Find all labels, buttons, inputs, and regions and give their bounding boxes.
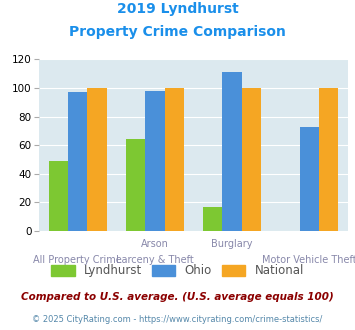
Text: Motor Vehicle Theft: Motor Vehicle Theft [262, 255, 355, 265]
Text: Arson: Arson [141, 239, 169, 249]
Bar [203, 207, 223, 231]
Bar [300, 127, 319, 231]
Bar [223, 72, 242, 231]
Text: 2019 Lyndhurst: 2019 Lyndhurst [117, 2, 238, 16]
Text: © 2025 CityRating.com - https://www.cityrating.com/crime-statistics/: © 2025 CityRating.com - https://www.city… [32, 315, 323, 324]
Bar [145, 91, 164, 231]
Bar [164, 88, 184, 231]
Bar [68, 92, 87, 231]
Text: Burglary: Burglary [211, 239, 253, 249]
Text: Property Crime Comparison: Property Crime Comparison [69, 25, 286, 39]
Legend: Lyndhurst, Ohio, National: Lyndhurst, Ohio, National [45, 258, 310, 283]
Bar [242, 88, 261, 231]
Bar [87, 88, 106, 231]
Bar [126, 140, 145, 231]
Text: Larceny & Theft: Larceny & Theft [116, 255, 194, 265]
Bar [319, 88, 338, 231]
Bar [49, 161, 68, 231]
Text: Compared to U.S. average. (U.S. average equals 100): Compared to U.S. average. (U.S. average … [21, 292, 334, 302]
Text: All Property Crime: All Property Crime [33, 255, 122, 265]
